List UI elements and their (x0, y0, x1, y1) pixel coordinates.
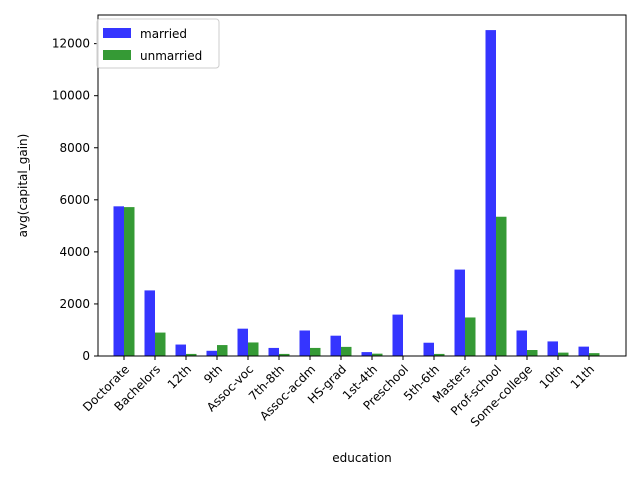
bar-married-bachelors (144, 290, 155, 356)
bar-unmarried-bachelors (155, 332, 166, 356)
bar-unmarried-some-college (527, 350, 538, 356)
bar-married-some-college (516, 330, 527, 356)
bar-unmarried-assoc-voc (248, 342, 259, 356)
bar-unmarried-1st-4th (372, 353, 383, 356)
bar-unmarried-7th-8th (279, 353, 290, 356)
bar-married-12th (175, 344, 186, 356)
bar-unmarried-10th (558, 352, 569, 356)
bar-married-preschool (392, 314, 403, 356)
x-axis-title: education (332, 451, 392, 465)
y-tick-label: 10000 (52, 89, 90, 103)
bar-married-9th (206, 350, 217, 356)
plot-frame (97, 14, 627, 357)
legend-label-married: married (140, 27, 187, 41)
legend-label-unmarried: unmarried (140, 49, 202, 63)
y-tick-label: 6000 (59, 193, 90, 207)
y-tick-label: 8000 (59, 141, 90, 155)
legend: married unmarried (96, 18, 220, 69)
bar-married-assoc-voc (237, 328, 248, 356)
bar-married-1st-4th (361, 352, 372, 356)
bar-married-10th (547, 341, 558, 356)
bar-unmarried-masters (465, 317, 476, 356)
bar-unmarried-assoc-acdm (310, 347, 321, 356)
y-axis-title: avg(capital_gain) (16, 134, 30, 238)
y-tick-label: 0 (82, 349, 90, 363)
bar-unmarried-prof-school (496, 216, 507, 356)
legend-swatch-unmarried (103, 50, 131, 60)
bar-married-5th-6th (423, 342, 434, 356)
bar-married-prof-school (485, 30, 496, 356)
y-axis: 0 2000 4000 6000 8000 10000 12000 (52, 37, 98, 363)
bar-married-masters (454, 269, 465, 356)
bar-unmarried-doctorate (124, 207, 135, 356)
bar-married-hs-grad (330, 335, 341, 356)
bar-married-assoc-acdm (299, 330, 310, 356)
bar-unmarried-hs-grad (341, 346, 352, 356)
y-tick-label: 12000 (52, 37, 90, 51)
bars-layer (113, 30, 600, 356)
bar-unmarried-5th-6th (434, 353, 445, 356)
legend-swatch-married (103, 28, 131, 38)
y-tick-label: 2000 (59, 297, 90, 311)
bar-married-7th-8th (268, 347, 279, 356)
bar-married-11th (578, 346, 589, 356)
bar-unmarried-9th (217, 345, 228, 356)
bar-married-doctorate (113, 206, 124, 356)
bar-unmarried-11th (589, 353, 600, 356)
bar-unmarried-12th (186, 353, 197, 356)
y-tick-label: 4000 (59, 245, 90, 259)
